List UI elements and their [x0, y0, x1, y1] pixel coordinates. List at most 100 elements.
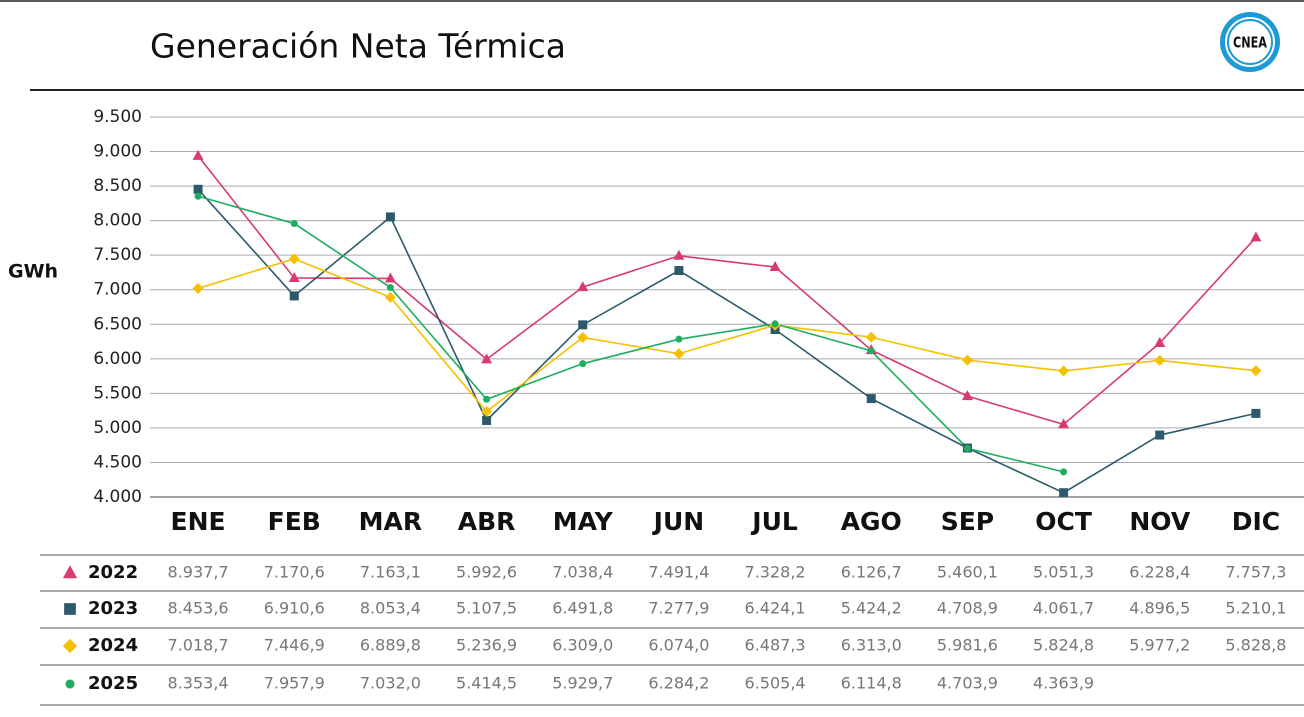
- y-tick-label: 6.500: [93, 314, 142, 334]
- table-value: 6.309,0: [552, 636, 613, 655]
- table-value: 7.957,9: [264, 674, 325, 693]
- point: [385, 212, 395, 222]
- table-value: 8.937,7: [168, 563, 229, 582]
- series-line: [197, 258, 1257, 413]
- table-value: 6.074,0: [648, 636, 709, 655]
- x-tick-label: DIC: [1232, 507, 1280, 536]
- point: [289, 291, 299, 301]
- table-value: 5.414,5: [456, 674, 517, 693]
- y-tick-label: 8.000: [93, 211, 142, 231]
- table-value: 5.424,2: [841, 599, 902, 618]
- table-value: 6.126,7: [841, 563, 902, 582]
- logo-text: CNEA: [1233, 34, 1267, 52]
- x-tick-label: OCT: [1035, 507, 1092, 536]
- point: [290, 220, 298, 228]
- table-value: 7.163,1: [360, 563, 421, 582]
- table-value: 5.210,1: [1225, 599, 1286, 618]
- table-value: 6.889,8: [360, 636, 421, 655]
- y-tick-label: 5.000: [93, 418, 142, 438]
- legend-label: 2024: [88, 635, 138, 656]
- table-value: 4.703,9: [937, 674, 998, 693]
- table-value: 7.328,2: [745, 563, 806, 582]
- x-tick-label: JUN: [652, 507, 705, 536]
- x-tick-label: JUL: [750, 507, 798, 536]
- series-line: [197, 155, 1257, 426]
- y-tick-label: 6.000: [93, 349, 142, 369]
- table-value: 4.061,7: [1033, 599, 1094, 618]
- table-value: 4.896,5: [1129, 599, 1190, 618]
- table-value: 7.491,4: [648, 563, 709, 582]
- point: [288, 271, 300, 282]
- table-value: 7.277,9: [648, 599, 709, 618]
- point: [1058, 418, 1070, 429]
- point: [1250, 231, 1262, 242]
- x-tick-label: ENE: [171, 507, 226, 536]
- point: [193, 184, 203, 194]
- table-value: 4.708,9: [937, 599, 998, 618]
- y-tick-label: 7.000: [93, 280, 142, 300]
- table-value: 5.977,2: [1129, 636, 1190, 655]
- point: [1250, 365, 1262, 377]
- y-tick-label: 4.000: [93, 487, 142, 507]
- table-value: 7.032,0: [360, 674, 421, 693]
- table-value: 5.981,6: [937, 636, 998, 655]
- table-value: 7.038,4: [552, 563, 613, 582]
- table-value: 5.236,9: [456, 636, 517, 655]
- y-tick-label: 9.500: [93, 107, 142, 127]
- table-value: 6.505,4: [745, 674, 806, 693]
- legend-marker: [62, 565, 78, 579]
- table-value: 8.053,4: [360, 599, 421, 618]
- point: [771, 320, 779, 328]
- point: [1251, 408, 1261, 418]
- logo: CNEA: [1220, 12, 1280, 72]
- table-value: 5.824,8: [1033, 636, 1094, 655]
- point: [192, 149, 204, 160]
- logo-inner: [1225, 17, 1275, 67]
- point: [866, 394, 876, 404]
- table-value: 7.446,9: [264, 636, 325, 655]
- point: [481, 353, 493, 364]
- table-value: 5.828,8: [1225, 636, 1286, 655]
- point: [481, 406, 493, 418]
- y-tick-label: 5.500: [93, 383, 142, 403]
- point: [673, 348, 685, 360]
- chart-title: Generación Neta Térmica: [150, 27, 566, 66]
- table-value: 6.487,3: [745, 636, 806, 655]
- legend-label: 2023: [88, 598, 138, 619]
- x-tick-label: FEB: [268, 507, 321, 536]
- legend-marker: [64, 603, 76, 615]
- table-value: 7.018,7: [168, 636, 229, 655]
- table-value: 5.929,7: [552, 674, 613, 693]
- table-value: 6.228,4: [1129, 563, 1190, 582]
- x-tick-label: MAY: [553, 507, 614, 536]
- point: [579, 360, 587, 368]
- point: [1154, 337, 1166, 348]
- table-value: 4.363,9: [1033, 674, 1094, 693]
- table-value: 6.491,8: [552, 599, 613, 618]
- x-tick-label: MAR: [359, 507, 422, 536]
- point: [963, 444, 971, 452]
- legend-marker: [62, 638, 78, 654]
- point: [1059, 488, 1069, 498]
- table-value: 6.424,1: [745, 599, 806, 618]
- table-value: 6.114,8: [841, 674, 902, 693]
- point: [1058, 365, 1070, 377]
- legend-label: 2022: [88, 562, 138, 583]
- legend-marker: [65, 679, 75, 689]
- table-value: 6.910,6: [264, 599, 325, 618]
- legend-label: 2025: [88, 673, 138, 694]
- table-value: 7.170,6: [264, 563, 325, 582]
- point: [384, 291, 396, 303]
- point: [386, 284, 394, 292]
- point: [577, 331, 589, 343]
- table-value: 5.460,1: [937, 563, 998, 582]
- point: [961, 390, 973, 401]
- point: [288, 253, 300, 265]
- table-value: 6.284,2: [648, 674, 709, 693]
- point: [769, 261, 781, 272]
- series-line: [197, 195, 1064, 473]
- point: [194, 192, 202, 200]
- point: [192, 282, 204, 294]
- y-tick-label: 9.000: [93, 142, 142, 162]
